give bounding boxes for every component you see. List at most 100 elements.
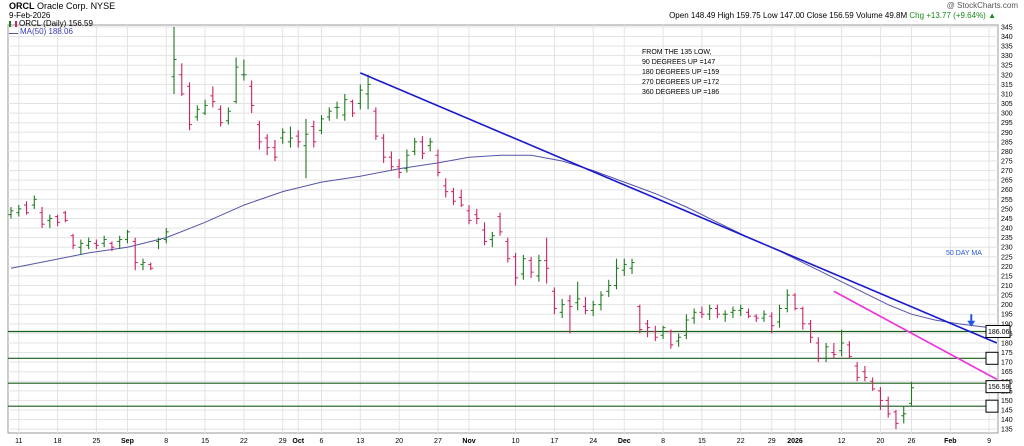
x-tick-label: 25 bbox=[92, 438, 100, 445]
y-tick-label: 330 bbox=[1001, 53, 1013, 60]
y-tick-label: 210 bbox=[1001, 283, 1013, 290]
company-name: Oracle Corp. bbox=[37, 1, 89, 11]
x-tick-label: 10 bbox=[512, 438, 520, 445]
legend-ma-label: MA(50) 188.06 bbox=[20, 27, 73, 36]
x-tick-label: 11 bbox=[15, 438, 22, 445]
x-tick-label: 9 bbox=[987, 438, 991, 445]
y-tick-label: 205 bbox=[1001, 293, 1013, 300]
y-tick-label: 255 bbox=[1001, 197, 1013, 204]
y-tick-label: 180 bbox=[1001, 340, 1013, 347]
x-tick-label: 15 bbox=[698, 438, 706, 445]
x-tick-label: Dec bbox=[618, 438, 631, 445]
axis-price-box bbox=[985, 380, 1011, 394]
x-tick-label: 20 bbox=[877, 438, 885, 445]
x-tick-label: 29 bbox=[768, 438, 776, 445]
quote-summary: Open 148.49 High 159.75 Low 147.00 Close… bbox=[669, 11, 996, 20]
up-arrow-icon: ▲ bbox=[988, 11, 996, 20]
plot-area bbox=[7, 24, 999, 434]
y-tick-label: 320 bbox=[1001, 72, 1013, 79]
x-tick-label: 18 bbox=[54, 438, 62, 445]
watermark: @ StockCharts.com bbox=[946, 1, 1018, 10]
magenta-trendline bbox=[833, 290, 998, 381]
ma50-line bbox=[10, 154, 990, 329]
y-tick-label: 315 bbox=[1001, 82, 1013, 89]
y-tick-label: 265 bbox=[1001, 178, 1013, 185]
y-tick-label: 325 bbox=[1001, 63, 1013, 70]
axis-price-box bbox=[985, 399, 999, 413]
x-tick-label: 15 bbox=[201, 438, 209, 445]
note-line: 90 DEGREES UP =147 bbox=[642, 59, 716, 66]
y-tick-label: 270 bbox=[1001, 168, 1013, 175]
x-tick-label: Feb bbox=[944, 438, 956, 445]
x-tick-label: 12 bbox=[838, 438, 846, 445]
y-tick-label: 305 bbox=[1001, 101, 1013, 108]
quote-close: Close 156.59 bbox=[806, 11, 854, 20]
y-tick-label: 235 bbox=[1001, 235, 1013, 242]
y-tick-label: 285 bbox=[1001, 139, 1013, 146]
note-line: 360 DEGREES UP =186 bbox=[642, 89, 720, 96]
x-tick-label: 17 bbox=[551, 438, 559, 445]
blue-trendline bbox=[360, 72, 998, 344]
quote-open: Open 148.49 bbox=[669, 11, 716, 20]
legend-price: ORCL (Daily) 156.59 bbox=[9, 19, 93, 28]
y-tick-label: 215 bbox=[1001, 273, 1013, 280]
axis-price-box bbox=[985, 324, 1011, 338]
y-tick-label: 295 bbox=[1001, 120, 1013, 127]
x-tick-label: 13 bbox=[356, 438, 364, 445]
x-tick-label: 8 bbox=[164, 438, 168, 445]
x-tick-label: 26 bbox=[908, 438, 916, 445]
y-tick-label: 345 bbox=[1001, 24, 1013, 31]
axis-price-label: 156.59 bbox=[988, 384, 1010, 391]
y-tick-label: 260 bbox=[1001, 187, 1013, 194]
x-tick-label: 8 bbox=[661, 438, 665, 445]
x-tick-label: 29 bbox=[279, 438, 287, 445]
y-tick-label: 190 bbox=[1001, 321, 1013, 328]
ticker-header: ORCL Oracle Corp. NYSE bbox=[9, 1, 115, 11]
y-tick-label: 145 bbox=[1001, 408, 1013, 415]
x-tick-label: 24 bbox=[589, 438, 597, 445]
y-tick-label: 165 bbox=[1001, 369, 1013, 376]
y-tick-label: 220 bbox=[1001, 264, 1013, 271]
x-tick-label: 22 bbox=[737, 438, 745, 445]
y-tick-label: 140 bbox=[1001, 417, 1013, 424]
y-tick-label: 200 bbox=[1001, 302, 1013, 309]
quote-volume: Volume 49.8M bbox=[855, 11, 908, 20]
axis-price-label: 186.06 bbox=[988, 329, 1010, 336]
y-tick-label: 335 bbox=[1001, 44, 1013, 51]
x-tick-label: 2026 bbox=[787, 438, 803, 445]
y-tick-label: 290 bbox=[1001, 130, 1013, 137]
x-tick-label: 22 bbox=[240, 438, 248, 445]
legend-price-swatch-icon bbox=[9, 20, 17, 27]
legend-ma-swatch-icon bbox=[9, 30, 18, 34]
down-arrow-head-icon bbox=[967, 320, 976, 327]
y-tick-label: 275 bbox=[1001, 159, 1013, 166]
quote-change: Chg +13.77 (+9.64%) ▲ bbox=[909, 11, 996, 20]
quote-change-text: Chg +13.77 (+9.64%) bbox=[909, 11, 986, 20]
note-line: 270 DEGREES UP =172 bbox=[642, 79, 720, 86]
y-tick-label: 280 bbox=[1001, 149, 1013, 156]
y-tick-label: 310 bbox=[1001, 91, 1013, 98]
y-tick-label: 300 bbox=[1001, 111, 1013, 118]
y-tick-label: 195 bbox=[1001, 312, 1013, 319]
y-tick-label: 170 bbox=[1001, 360, 1013, 367]
y-tick-label: 230 bbox=[1001, 245, 1013, 252]
x-tick-label: Nov bbox=[462, 438, 475, 445]
ma-annotation: 50 DAY MA bbox=[946, 250, 982, 257]
note-line: FROM THE 135 LOW, bbox=[642, 49, 712, 56]
axis-price-box bbox=[985, 351, 999, 365]
y-tick-label: 150 bbox=[1001, 398, 1013, 405]
ticker-symbol: ORCL bbox=[9, 1, 35, 11]
legend-ma: MA(50) 188.06 bbox=[9, 27, 73, 36]
chart-date: 9-Feb-2026 bbox=[9, 11, 51, 20]
x-tick-label: Sep bbox=[121, 438, 134, 445]
quote-low: Low 147.00 bbox=[762, 11, 805, 20]
x-tick-label: 6 bbox=[320, 438, 324, 445]
y-tick-label: 340 bbox=[1001, 34, 1013, 41]
fib-note: FROM THE 135 LOW, 90 DEGREES UP =147 180… bbox=[642, 48, 719, 98]
x-tick-label: 27 bbox=[434, 438, 442, 445]
legend-price-label: ORCL (Daily) 156.59 bbox=[19, 19, 93, 28]
note-line: 180 DEGREES UP =159 bbox=[642, 69, 720, 76]
x-tick-label: Oct bbox=[292, 438, 304, 445]
